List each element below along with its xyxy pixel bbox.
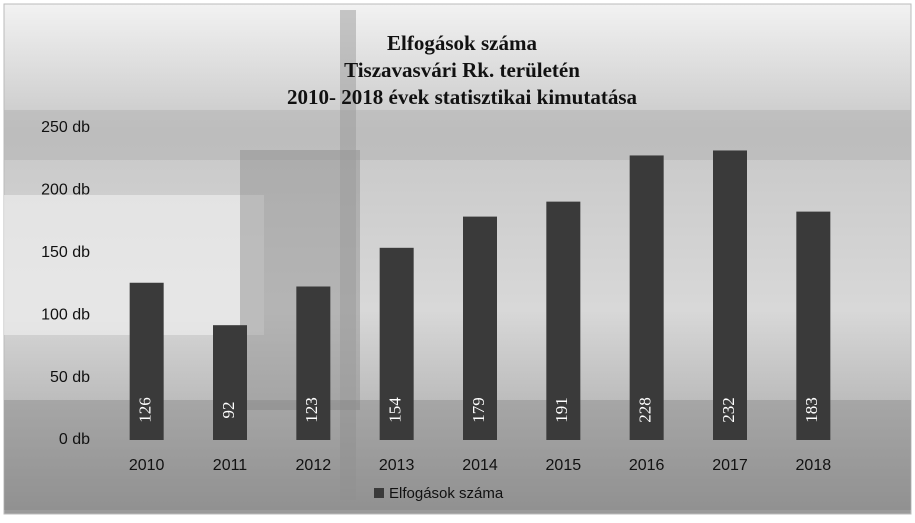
data-label: 123 xyxy=(302,397,321,423)
x-tick-label: 2010 xyxy=(129,457,165,474)
data-label: 232 xyxy=(719,397,738,423)
legend-label: Elfogások száma xyxy=(389,485,504,502)
data-label: 92 xyxy=(219,402,238,419)
chart-title: Tiszavasvári Rk. területén xyxy=(344,58,580,82)
bar xyxy=(296,286,331,440)
x-tick-label: 2015 xyxy=(546,457,582,474)
x-tick-label: 2013 xyxy=(379,457,415,474)
bar xyxy=(129,282,164,440)
x-tick-label: 2017 xyxy=(712,457,748,474)
bar xyxy=(796,211,831,440)
pole xyxy=(340,10,356,500)
data-label: 154 xyxy=(386,397,405,423)
data-label: 228 xyxy=(636,397,655,423)
data-label: 126 xyxy=(136,397,155,423)
data-label: 183 xyxy=(802,397,821,423)
y-tick-label: 50 db xyxy=(50,369,90,386)
y-tick-label: 100 db xyxy=(41,306,90,323)
bar xyxy=(713,150,747,441)
data-label: 191 xyxy=(552,397,571,423)
bar xyxy=(546,201,581,440)
data-label: 179 xyxy=(469,397,488,423)
chart-title: 2010- 2018 évek statisztikai kimutatása xyxy=(287,85,637,109)
roof xyxy=(4,110,911,160)
x-tick-label: 2012 xyxy=(296,457,332,474)
x-tick-label: 2014 xyxy=(462,457,498,474)
y-tick-label: 250 db xyxy=(41,119,90,136)
bar xyxy=(629,155,664,440)
y-tick-label: 0 db xyxy=(59,431,90,448)
chart-title: Elfogások száma xyxy=(387,31,537,55)
x-tick-label: 2018 xyxy=(796,457,832,474)
x-tick-label: 2011 xyxy=(213,457,248,474)
x-tick-label: 2016 xyxy=(629,457,665,474)
y-tick-label: 200 db xyxy=(41,182,90,199)
legend-swatch xyxy=(374,488,384,498)
y-tick-label: 150 db xyxy=(41,244,90,261)
bar xyxy=(213,325,247,440)
bar xyxy=(463,216,497,440)
bar xyxy=(379,247,414,440)
